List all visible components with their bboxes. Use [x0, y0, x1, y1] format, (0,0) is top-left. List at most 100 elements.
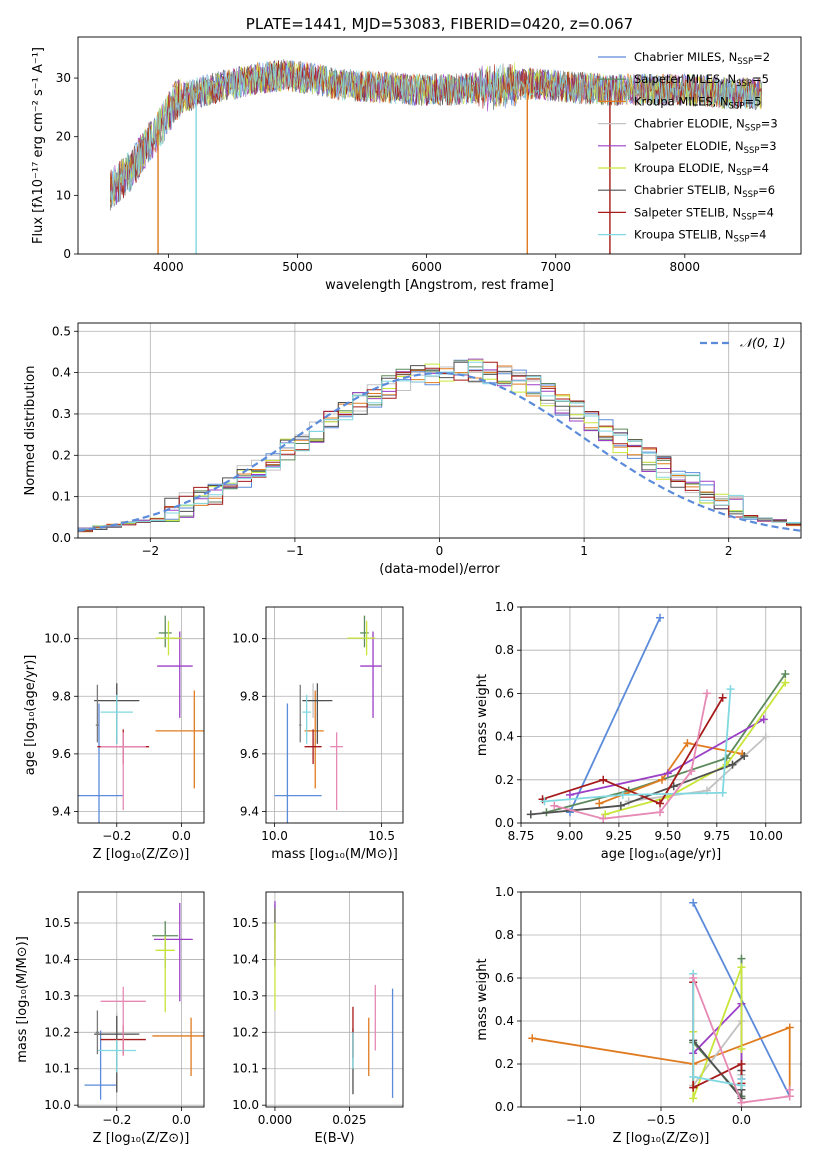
- spectrum-frame: [77, 36, 802, 255]
- x-tick-label: −1: [286, 544, 304, 558]
- x-axis-label: E(B-V): [314, 1131, 354, 1146]
- weight-marker: [718, 788, 727, 797]
- legend-label: Salpeter STELIB, NSSP=4: [634, 205, 774, 222]
- weight-marker: [785, 1023, 794, 1032]
- errorbar-point: [95, 1010, 99, 1055]
- y-tick-label: 0.0: [495, 1100, 514, 1114]
- legend-label: Kroupa ELODIE, NSSP=4: [634, 161, 769, 178]
- weight-marker: [599, 775, 608, 784]
- x-tick-label: 10.00: [749, 829, 783, 843]
- weight-marker: [737, 954, 746, 963]
- weight-marker: [781, 669, 790, 678]
- y-tick-label: 0.2: [52, 448, 71, 462]
- y-tick-label: 10.0: [44, 1098, 71, 1112]
- weight-marker: [737, 1098, 746, 1107]
- weight-marker: [683, 739, 692, 748]
- weight-marker: [687, 767, 696, 776]
- x-tick-label: 8000: [670, 260, 701, 274]
- errorbar-point: [157, 631, 193, 718]
- errorbar-point: [274, 703, 322, 823]
- weight-marker: [726, 685, 735, 694]
- x-tick-label: 8.75: [508, 829, 535, 843]
- y-tick-label: 0.4: [52, 366, 71, 380]
- weight-series: [565, 613, 665, 817]
- errorbar-point: [155, 690, 204, 789]
- y-tick-label: 10.3: [44, 989, 71, 1003]
- weight-series: [565, 715, 768, 799]
- weight-marker: [761, 732, 770, 741]
- weight-marker: [565, 790, 574, 799]
- errorbar-point: [100, 732, 146, 811]
- weight-line: [569, 617, 661, 813]
- legend-label: Salpeter MILES, NSSP=5: [634, 72, 769, 89]
- residuals-panel: −2 −1 0 1 2 0.0 0.1 0.2 0.3 0.4 0.5 (data-model)/er…: [23, 322, 802, 577]
- y-tick-label: 30: [56, 71, 71, 85]
- errorbar-point: [158, 615, 172, 648]
- spectrum-plot-area: [110, 59, 763, 254]
- weight-marker: [689, 1094, 698, 1103]
- y-tick-label: 9.6: [240, 747, 259, 761]
- weight-marker: [737, 1060, 746, 1068]
- weight-vs-age-frame: [520, 606, 802, 824]
- legend-label: Chabrier STELIB, NSSP=6: [634, 183, 775, 200]
- errorbar-point: [299, 684, 302, 743]
- weight-marker: [689, 1083, 698, 1092]
- mass-vs-Z-plot-area: [84, 902, 204, 1100]
- weight-line: [554, 693, 708, 820]
- errorbar-point: [304, 729, 322, 764]
- y-tick-label: 0.6: [495, 686, 514, 700]
- mass-vs-EBV-plot-area: [274, 901, 394, 1098]
- y-tick-label: 9.4: [52, 804, 71, 818]
- chart-title: PLATE=1441, MJD=53083, FIBERID=0420, z=0…: [246, 15, 633, 33]
- weight-marker: [689, 898, 698, 907]
- weight-series: [538, 693, 727, 808]
- x-tick-label: 10.5: [368, 829, 395, 843]
- weight-marker: [616, 801, 625, 810]
- x-tick-label: 0.0: [732, 1113, 751, 1127]
- x-tick-label: 0.0: [172, 829, 191, 843]
- legend-label: Chabrier MILES, NSSP=2: [634, 50, 770, 67]
- y-tick-label: 0.3: [52, 407, 71, 421]
- y-tick-label: 10.3: [232, 989, 259, 1003]
- x-axis-label: wavelength [Angstrom, rest frame]: [325, 278, 554, 293]
- spectrum-legend: Chabrier MILES, NSSP=2 Salpeter MILES, NS…: [598, 50, 778, 245]
- y-tick-label: 0.6: [495, 971, 514, 985]
- weight-line: [544, 689, 732, 803]
- x-tick-label: 0.025: [332, 1113, 366, 1127]
- errorbar-point: [302, 694, 311, 744]
- y-tick-label: 10.5: [44, 916, 71, 930]
- x-tick-label: −0.2: [102, 829, 131, 843]
- x-tick-label: 7000: [540, 260, 571, 274]
- weight-vs-age-panel: 8.75 9.00 9.25 9.50 9.75 10.00 0.0 0.2 0.4 0.6 0.8…: [475, 600, 802, 862]
- y-tick-label: 10.0: [232, 632, 259, 646]
- weight-marker: [657, 775, 666, 784]
- weight-line: [604, 682, 787, 816]
- y-axis-label: mass weight: [475, 958, 490, 1040]
- errorbar-point: [95, 684, 99, 743]
- errorbar-point: [100, 694, 133, 744]
- x-axis-label: Z [log₁₀(Z/Z⊙)]: [93, 1131, 190, 1146]
- weight-marker: [740, 752, 749, 761]
- x-tick-label: 2: [725, 544, 733, 558]
- spectrum-line: [110, 60, 763, 206]
- errorbar-point: [152, 1017, 204, 1077]
- weight-marker: [656, 808, 665, 817]
- errorbar-point: [302, 683, 333, 744]
- residuals-frame: [77, 322, 802, 539]
- x-axis-label: age [log₁₀(age/yr)]: [601, 847, 722, 862]
- weight-marker: [785, 1085, 794, 1094]
- errorbar-point: [360, 615, 369, 648]
- weight-series: [526, 752, 749, 819]
- y-tick-label: 1.0: [495, 885, 514, 899]
- x-axis-label: Z [log₁₀(Z/Z⊙)]: [93, 847, 190, 862]
- weight-series: [624, 732, 770, 806]
- normal-curve: [78, 371, 801, 532]
- y-axis-label: Normed distribution: [23, 366, 38, 496]
- errorbar-point: [155, 935, 175, 1013]
- weight-marker: [601, 810, 610, 819]
- histogram-legend: 𝒩(0, 1): [700, 335, 786, 350]
- errorbar-point: [100, 986, 146, 1056]
- y-tick-label: 0.1: [52, 490, 71, 504]
- x-tick-label: 0.000: [258, 1113, 292, 1127]
- x-tick-label: 9.25: [606, 829, 633, 843]
